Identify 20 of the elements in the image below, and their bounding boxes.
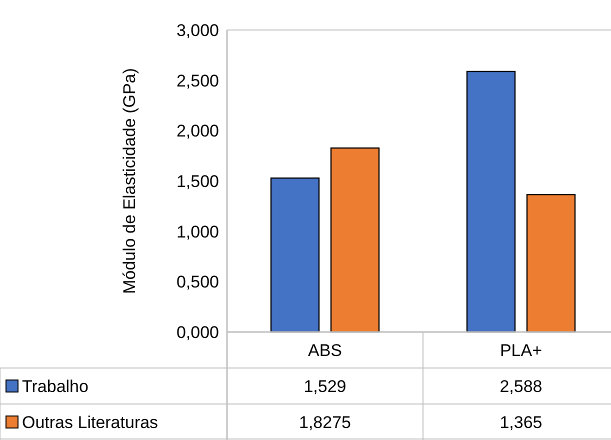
data-label: 1,8275	[299, 412, 351, 432]
x-tick-label: PLA+	[500, 340, 542, 360]
legend-label: Outras Literaturas	[22, 412, 158, 432]
y-tick-label: 2,000	[176, 122, 219, 141]
legend-label: Trabalho	[22, 376, 88, 396]
bar	[466, 70, 516, 333]
y-tick-label: 0,500	[176, 272, 219, 292]
x-tick-label: ABS	[308, 340, 342, 360]
bar	[330, 147, 380, 333]
data-label: 2,588	[500, 376, 542, 396]
bar	[526, 194, 576, 333]
y-axis-title: Módulo de Elasticidade (GPa)	[120, 68, 139, 294]
y-tick-label: 1,500	[176, 172, 219, 191]
data-label: 1,529	[304, 376, 346, 396]
y-tick-label: 0,000	[176, 322, 219, 342]
y-tick-label: 2,500	[176, 71, 219, 90]
y-tick-label: 1,000	[176, 222, 219, 242]
bar	[270, 177, 320, 333]
data-label: 1,365	[500, 412, 542, 432]
y-tick-label: 3,000	[176, 20, 219, 40]
